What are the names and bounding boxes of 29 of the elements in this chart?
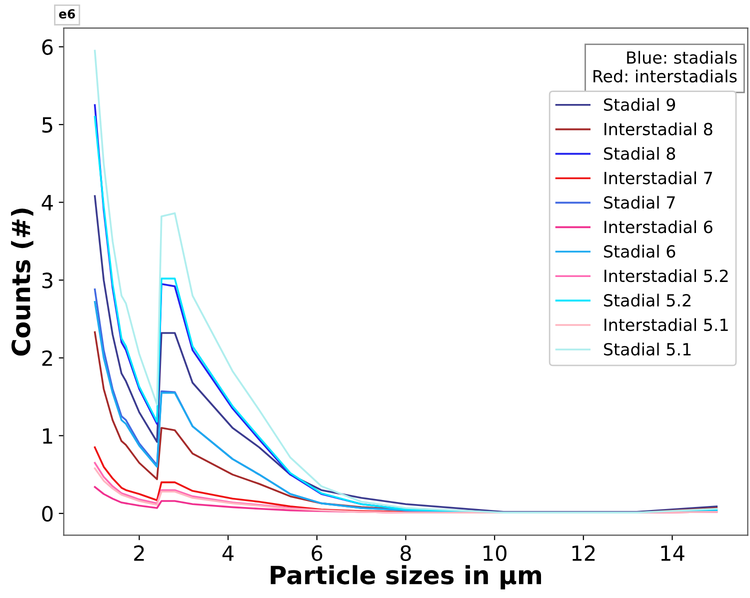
x-tick-label: 6 [312, 545, 322, 562]
legend-label: Interstadial 8 [604, 122, 712, 136]
legend-label: Interstadial 5.1 [604, 318, 728, 332]
x-tick-label: 14 [661, 546, 684, 561]
annotation: Blue: stadials Red: interstadials [594, 50, 737, 82]
x-tick-label: 2 [134, 545, 144, 561]
legend-label: Stadial 5.2 [604, 294, 690, 307]
x-tick-label: 4 [222, 546, 234, 561]
y-tick-label: 2 [42, 350, 52, 366]
legend-label: Interstadial 5.2 [604, 269, 728, 282]
x-tick-label: 8 [400, 545, 411, 562]
x-tick-label: 12 [572, 545, 595, 561]
text: e6 [59, 9, 76, 19]
y-tick-label: 5 [42, 117, 52, 133]
y-tick-label: 4 [42, 195, 53, 210]
legend-label: Stadial 9 [604, 98, 676, 111]
y-axis-title: Counts (#) [11, 208, 34, 356]
y-tick-label: 3 [42, 272, 52, 288]
y-tick-label: 1 [43, 428, 52, 444]
x-tick-label: 10 [484, 545, 506, 562]
legend-label: Stadial 5.1 [604, 342, 691, 356]
legend-label: Stadial 7 [604, 196, 675, 209]
legend-label: Stadial 6 [604, 244, 676, 258]
y-tick-label: 6 [42, 39, 53, 55]
y-tick-label: 0 [42, 506, 53, 522]
x-axis-title: Particle sizes in μm [270, 565, 542, 590]
legend-label: Interstadial 7 [604, 171, 712, 184]
legend-label: Stadial 8 [604, 146, 676, 160]
legend-label: Interstadial 6 [604, 220, 712, 234]
